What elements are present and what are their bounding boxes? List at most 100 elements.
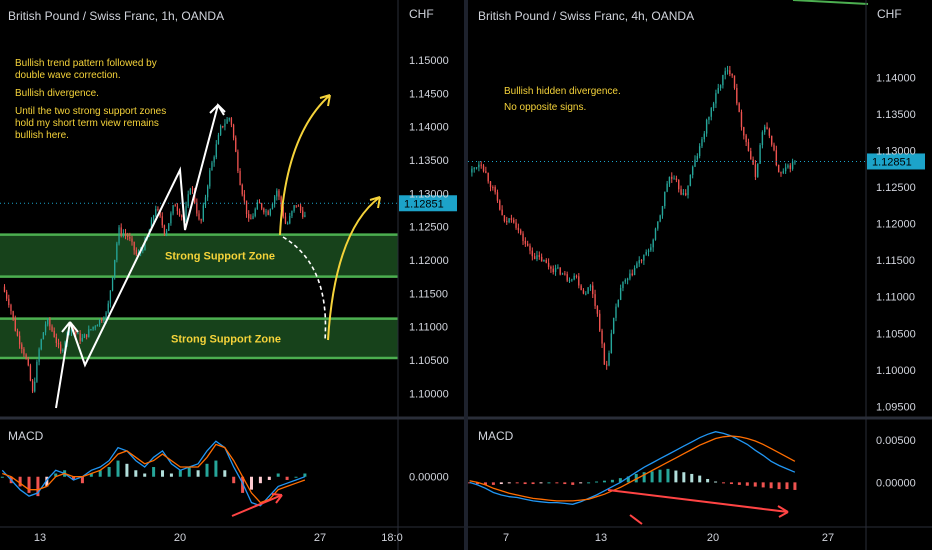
macd-histogram-bar: [571, 482, 575, 485]
candle-body: [256, 202, 259, 210]
candle-body: [726, 70, 729, 72]
candle-body: [122, 233, 125, 235]
candle-body: [503, 215, 506, 222]
candle-body: [79, 333, 81, 341]
y-tick-label: 1.10000: [409, 388, 449, 400]
candle-body: [494, 187, 496, 193]
candle-body: [543, 260, 545, 262]
chart-1h-svg[interactable]: 1.12851 1.15000 1.14500 1.14000 1.13500 1.13…: [0, 0, 464, 550]
candle-body: [174, 205, 176, 207]
candle-body: [302, 210, 304, 217]
macd-histogram-bar: [610, 479, 614, 483]
candle-body: [133, 241, 135, 251]
y-tick-label: 1.15000: [409, 55, 449, 67]
candle-body: [513, 219, 515, 223]
macd-histogram-bar: [161, 470, 165, 477]
candle-body: [241, 184, 243, 195]
candle-body: [62, 349, 64, 352]
y-tick-label: 1.13500: [409, 155, 449, 167]
candle-body: [612, 317, 615, 334]
annotation-text: bullish here.: [15, 130, 69, 141]
candle-body: [57, 342, 60, 345]
candle-body: [232, 124, 235, 138]
candle-body: [243, 194, 246, 201]
candle-body: [170, 213, 172, 224]
candle-body: [478, 164, 480, 168]
candle-body: [508, 218, 510, 223]
macd-histogram-bar: [214, 460, 218, 477]
macd-histogram-bar: [658, 469, 662, 483]
candle-body: [619, 288, 622, 300]
macd-histogram-bar: [650, 471, 654, 483]
candle-body: [299, 205, 302, 211]
candle-body: [3, 286, 6, 292]
macd-histogram-bar: [294, 476, 298, 478]
candle-body: [629, 273, 631, 279]
pane-divider[interactable]: [464, 0, 468, 550]
macd-histogram-bar: [761, 482, 765, 488]
candle-body: [219, 126, 222, 135]
macd-line: [1, 440, 306, 507]
macd-histogram-bar: [250, 476, 254, 490]
macd-histogram-bar: [777, 482, 781, 490]
candle-body: [547, 262, 550, 267]
chart-panel-4h[interactable]: 1.12851 1.14000 1.13500 1.13000 1.12500 1.12…: [468, 0, 932, 550]
chart-panel-1h[interactable]: 1.12851 1.15000 1.14500 1.14000 1.13500 1.13…: [0, 0, 464, 550]
macd-histogram-bar: [507, 482, 511, 484]
candle-body: [92, 326, 94, 330]
candle-body: [116, 243, 118, 260]
candle-body: [29, 365, 32, 381]
y-tick-label: 1.14000: [876, 73, 916, 85]
x-tick-label: 18:0: [381, 532, 402, 544]
arrow-up-icon: [271, 493, 283, 504]
candle-body: [603, 343, 606, 365]
candle-body: [163, 225, 166, 234]
last-price-tag: [867, 153, 925, 170]
macd-histogram-bar: [232, 476, 236, 484]
y-tick-label: 1.13000: [876, 146, 916, 158]
candle-body: [27, 358, 29, 366]
chart-4h-svg[interactable]: 1.12851 1.14000 1.13500 1.13000 1.12500 1.12…: [468, 0, 932, 550]
candle-body: [652, 239, 654, 248]
divergence-line: [607, 489, 789, 513]
macd-histogram-bar: [54, 473, 58, 477]
candle-body: [284, 216, 287, 224]
candle-body: [81, 337, 83, 341]
macd-line: [469, 431, 796, 505]
macd-histogram-bar: [196, 470, 200, 477]
candle-body: [761, 132, 764, 146]
candle-body: [784, 167, 787, 172]
y-tick-label: 1.14500: [409, 88, 449, 100]
candle-body: [564, 273, 566, 275]
macd-histogram-bar: [169, 473, 173, 477]
candle-body: [254, 209, 256, 217]
candle-body: [473, 167, 475, 169]
candle-body: [107, 303, 109, 313]
macd-histogram-bar: [80, 476, 84, 484]
annotation-text: double wave correction.: [15, 70, 121, 81]
y-tick-label: 1.12000: [409, 255, 449, 267]
macd-histogram-bar: [476, 482, 480, 485]
candle-body: [664, 191, 666, 207]
candle-body: [624, 280, 626, 282]
macd-histogram-bar: [539, 482, 543, 484]
candle-body: [235, 137, 237, 152]
candle-body: [717, 88, 719, 94]
arrow-up-icon: [369, 196, 381, 209]
candle-body: [533, 256, 536, 260]
divergence-line: [629, 514, 643, 525]
symbol-title-1h: British Pound / Swiss Franc, 1h, OANDA: [8, 9, 224, 23]
candle-body: [111, 276, 114, 291]
macd-histogram-bar: [267, 476, 271, 480]
last-price-value: 1.12851: [872, 156, 912, 168]
macd-histogram-bar: [134, 470, 138, 477]
macd-histogram-bar: [666, 468, 670, 483]
macd-label-1h: MACD: [8, 429, 44, 443]
signal-line: [469, 435, 796, 502]
annotation-text: Bullish trend pattern followed by: [15, 58, 157, 69]
candle-body: [118, 227, 120, 244]
y-tick-label: 1.13000: [409, 188, 449, 200]
macd-histogram-bar: [491, 482, 495, 485]
y-tick-label: 1.11000: [876, 292, 915, 304]
currency-label-4h: CHF: [877, 7, 902, 21]
